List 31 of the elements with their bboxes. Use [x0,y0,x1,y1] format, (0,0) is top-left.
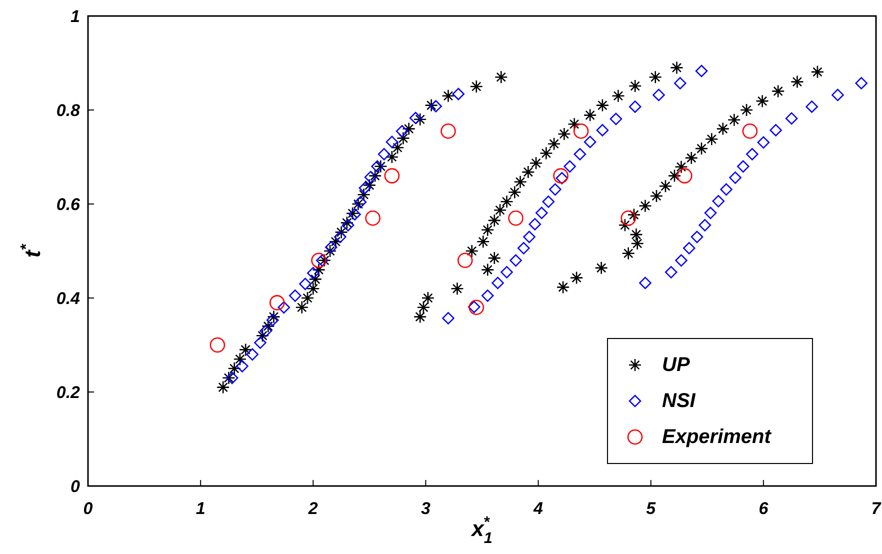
x-tick-label: 5 [646,499,656,518]
x-tick-label: 1 [196,499,206,518]
legend-label: Experiment [662,426,771,448]
point [620,210,636,226]
legend-label: NSI [662,390,696,412]
point [468,300,484,316]
point [573,124,589,139]
point [508,210,524,226]
point [742,124,758,139]
point [365,210,380,226]
point [311,252,326,268]
point [553,168,568,184]
x-tick-label: 3 [420,499,431,518]
y-tick-label: 0 [70,477,81,496]
point [457,252,473,268]
y-tick-label: 1 [70,7,80,26]
y-tick-label: 0.8 [56,101,81,120]
x-tick-label: 7 [871,499,882,518]
x-tick-label: 4 [532,499,544,518]
x-tick-label: 0 [83,499,94,518]
y-tick-label: 0.6 [56,195,81,214]
y-tick-label: 0.2 [56,383,81,402]
point [676,168,692,184]
y-tick-label: 0.4 [56,289,81,308]
point [210,337,226,353]
x-tick-label: 2 [307,499,318,518]
point [384,168,400,184]
point [269,295,285,310]
point [440,124,456,139]
legend-label: UP [662,354,690,376]
x-tick-label: 6 [758,499,769,518]
